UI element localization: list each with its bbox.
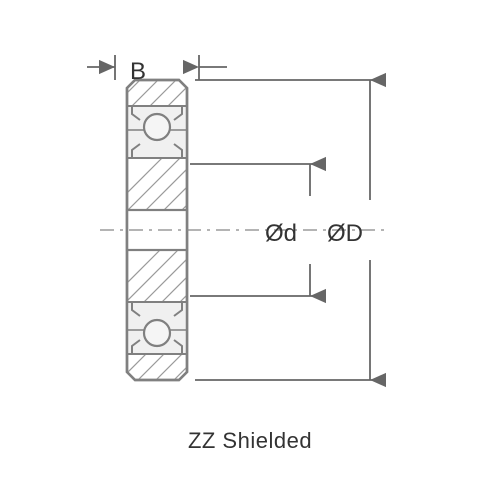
label-d: Ød (265, 220, 297, 248)
caption: ZZ Shielded (0, 428, 500, 454)
bearing-cross-section-svg (0, 0, 500, 500)
diagram-canvas: B Ød ØD ZZ Shielded (0, 0, 500, 500)
lower-shield-assembly (127, 302, 187, 354)
label-D: ØD (327, 220, 363, 248)
label-B: B (130, 58, 146, 86)
dimension-B (87, 55, 227, 80)
upper-shield-assembly (127, 106, 187, 158)
